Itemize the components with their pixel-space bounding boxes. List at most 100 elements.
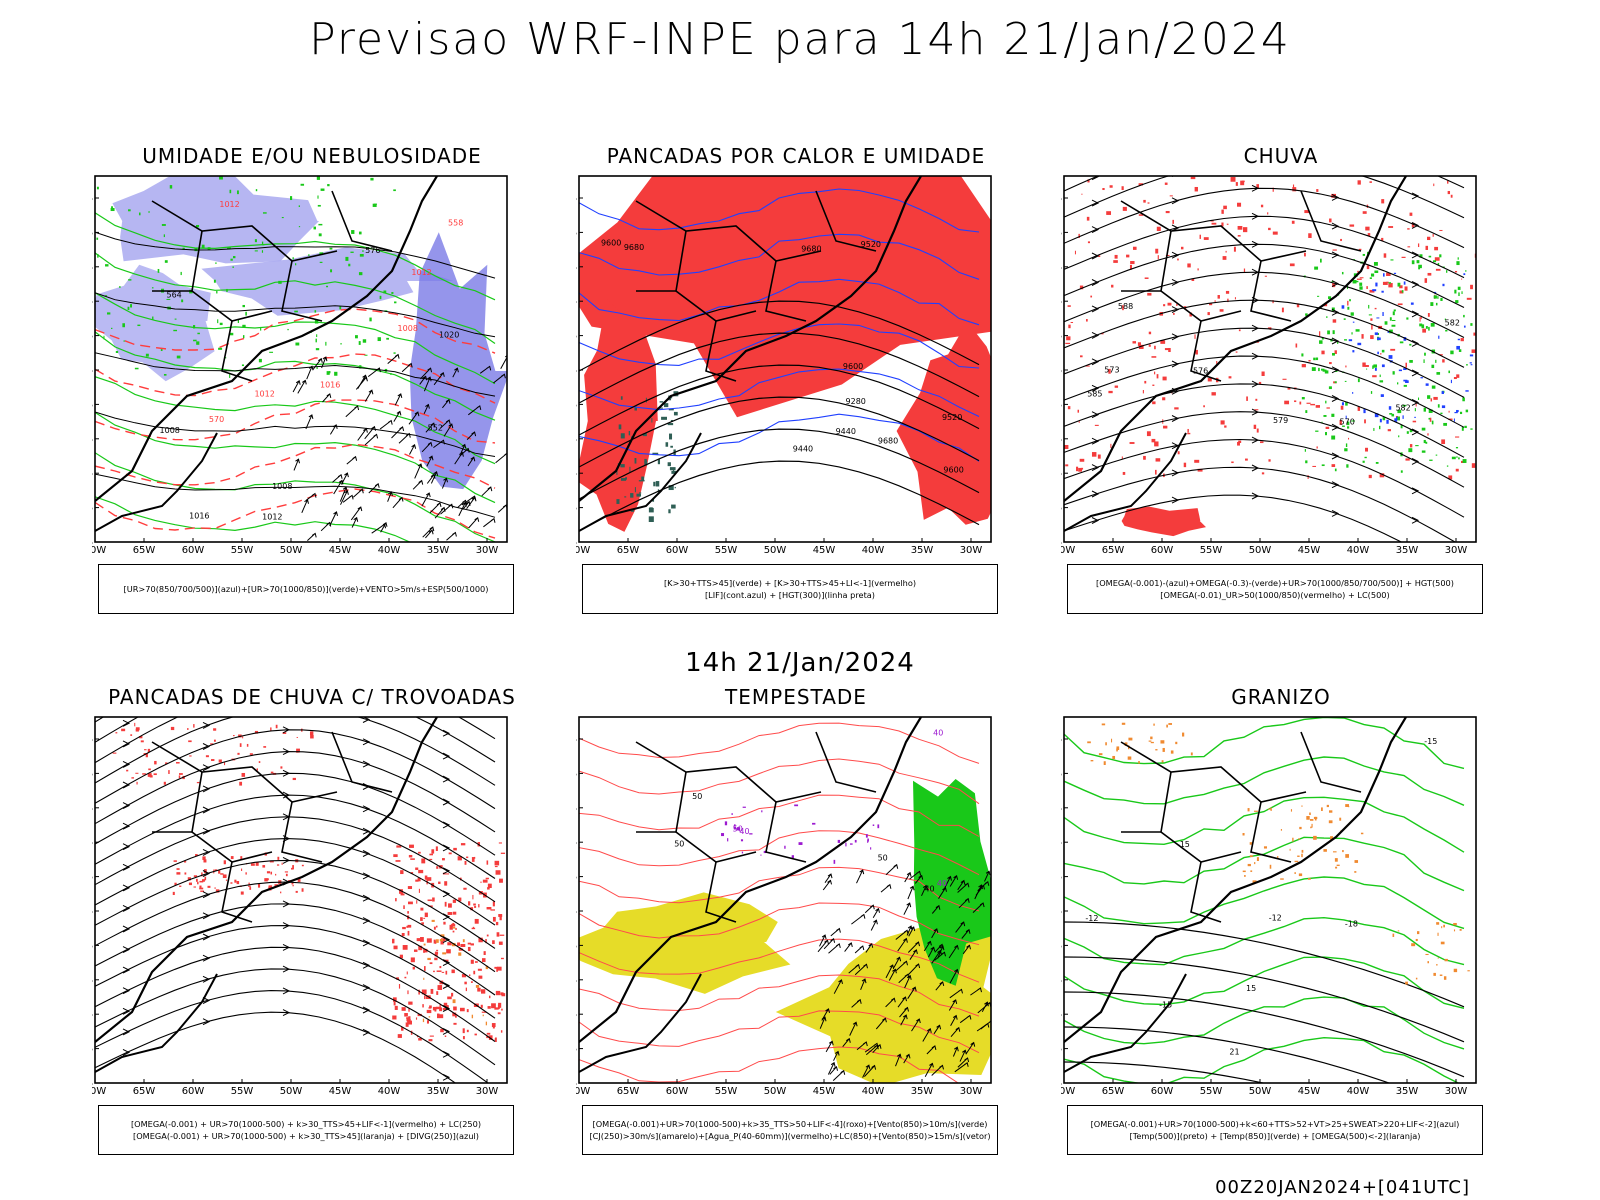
humidity-low-speckle: [313, 226, 316, 230]
rain-green-speckle: [1331, 413, 1335, 417]
hail-orange-speckle: [1444, 958, 1448, 962]
rain-blue-speckle: [1381, 364, 1385, 368]
storm-red-speckle: [408, 1001, 413, 1005]
rain-red-speckle: [1148, 344, 1151, 347]
rain-green-speckle: [1331, 435, 1336, 440]
hail-orange-speckle: [1309, 812, 1311, 816]
border-line: [675, 771, 757, 863]
rain-green-speckle: [1373, 261, 1378, 266]
humidity-low-speckle: [229, 332, 234, 336]
lat-label: 30S: [576, 940, 577, 951]
rain-red-speckle: [1183, 462, 1187, 468]
contour-label: 576: [365, 246, 380, 255]
rain-red-speckle: [1137, 342, 1141, 346]
rain-green-speckle: [1409, 429, 1413, 433]
storm-red-speckle: [458, 947, 461, 951]
rain-red-speckle: [1214, 300, 1216, 302]
rain-red-speckle: [1332, 319, 1337, 323]
wind850-vector: [829, 1065, 838, 1075]
rain-green-speckle: [1414, 408, 1416, 412]
humidity-low-speckle: [232, 266, 234, 268]
streamline-arrow: [282, 748, 291, 756]
humidity-low-speckle: [173, 329, 178, 332]
lon-label: 70W: [576, 1086, 590, 1097]
storm-red-speckle: [440, 940, 444, 945]
lon-label: 45W: [813, 545, 836, 556]
hail-orange-speckle: [1256, 857, 1259, 861]
rain-green-speckle: [1428, 409, 1433, 413]
instability-green-speckle: [659, 401, 664, 403]
rain-green-speckle: [1344, 339, 1347, 341]
hail-orange-speckle: [1417, 931, 1420, 935]
wind850-vector: [848, 963, 861, 974]
storm-orange-speckle: [471, 1014, 474, 1019]
rain-red-speckle: [1097, 454, 1101, 459]
storm-red-speckle: [254, 730, 259, 734]
pressure-contour: [95, 411, 496, 457]
wind850-vector: [903, 1053, 911, 1064]
rain-red-speckle: [1078, 467, 1082, 472]
severe-purple-speckle: [837, 839, 841, 843]
humidity-contour: [95, 376, 496, 465]
rain-red-speckle: [1087, 241, 1090, 244]
severe-purple-speckle: [794, 804, 799, 807]
rain-green-speckle: [1389, 413, 1393, 415]
storm-red-speckle: [291, 882, 294, 885]
storm-red-speckle: [399, 954, 403, 959]
lat-label: 15S: [1061, 227, 1062, 238]
rain-green-speckle: [1379, 380, 1384, 383]
storm-red-speckle: [487, 887, 490, 890]
rain-red-speckle: [1447, 190, 1451, 195]
lat-label: 15S: [576, 768, 577, 779]
border-line: [221, 861, 253, 923]
humidity-low-speckle: [314, 310, 317, 313]
storm-red-speckle: [495, 870, 501, 875]
hail-orange-speckle: [1436, 964, 1438, 966]
rain-red-speckle: [1405, 458, 1410, 461]
storm-red-speckle: [408, 1016, 411, 1021]
rain-red-speckle: [1442, 359, 1445, 363]
rain-red-speckle: [1315, 405, 1321, 408]
humidity-low-speckle: [317, 195, 319, 199]
rain-red-speckle: [1163, 425, 1168, 429]
rain-red-speckle: [1080, 355, 1083, 358]
wind850-vector: [954, 1061, 969, 1073]
streamline-arrow: [1411, 280, 1420, 288]
rain-red-speckle: [1349, 224, 1355, 227]
storm-red-speckle: [147, 748, 151, 753]
jet-stream-area: [775, 922, 991, 1083]
rain-blue-speckle: [1374, 413, 1379, 418]
lon-label: 60W: [666, 545, 689, 556]
storm-red-speckle: [233, 735, 235, 737]
storm-red-speckle: [500, 852, 506, 854]
wind-vector: [401, 362, 413, 373]
rain-red-speckle: [1473, 332, 1476, 336]
hail-orange-speckle: [1280, 878, 1284, 880]
lat-label: 36S: [576, 1009, 577, 1020]
coastline: [579, 176, 922, 502]
map-plot: -12-12-15-15-15-18211512S15S18S21S24S27S…: [1061, 716, 1477, 1097]
storm-red-speckle: [438, 881, 441, 884]
rain-red-speckle: [1187, 428, 1189, 433]
storm-red-speckle: [140, 740, 144, 743]
hail-orange-speckle: [1111, 738, 1113, 743]
wind850-vector: [854, 945, 865, 954]
storm-red-speckle: [281, 862, 283, 865]
legend-text: [OMEGA(-0.001) + UR>70(1000-500) + k>30_…: [133, 1131, 479, 1141]
hail-orange-speckle: [1311, 823, 1313, 828]
contour-label: 40: [937, 879, 947, 888]
storm-red-speckle: [486, 1032, 491, 1035]
instability-green-speckle: [624, 496, 627, 498]
hail-orange-speckle: [1112, 755, 1116, 760]
streamline-arrow: [1091, 252, 1100, 260]
storm-red-speckle: [148, 768, 151, 771]
storm-red-speckle: [408, 1008, 410, 1012]
streamline-arrow: [1171, 469, 1180, 477]
pressure-contour: [95, 231, 496, 279]
rain-blue-speckle: [1453, 418, 1455, 422]
storm-red-speckle: [455, 1015, 457, 1018]
storm-orange-speckle: [431, 919, 435, 922]
wind-vector: [467, 456, 476, 467]
severe-purple-speckle: [870, 847, 872, 850]
rain-red-speckle: [1144, 380, 1147, 384]
